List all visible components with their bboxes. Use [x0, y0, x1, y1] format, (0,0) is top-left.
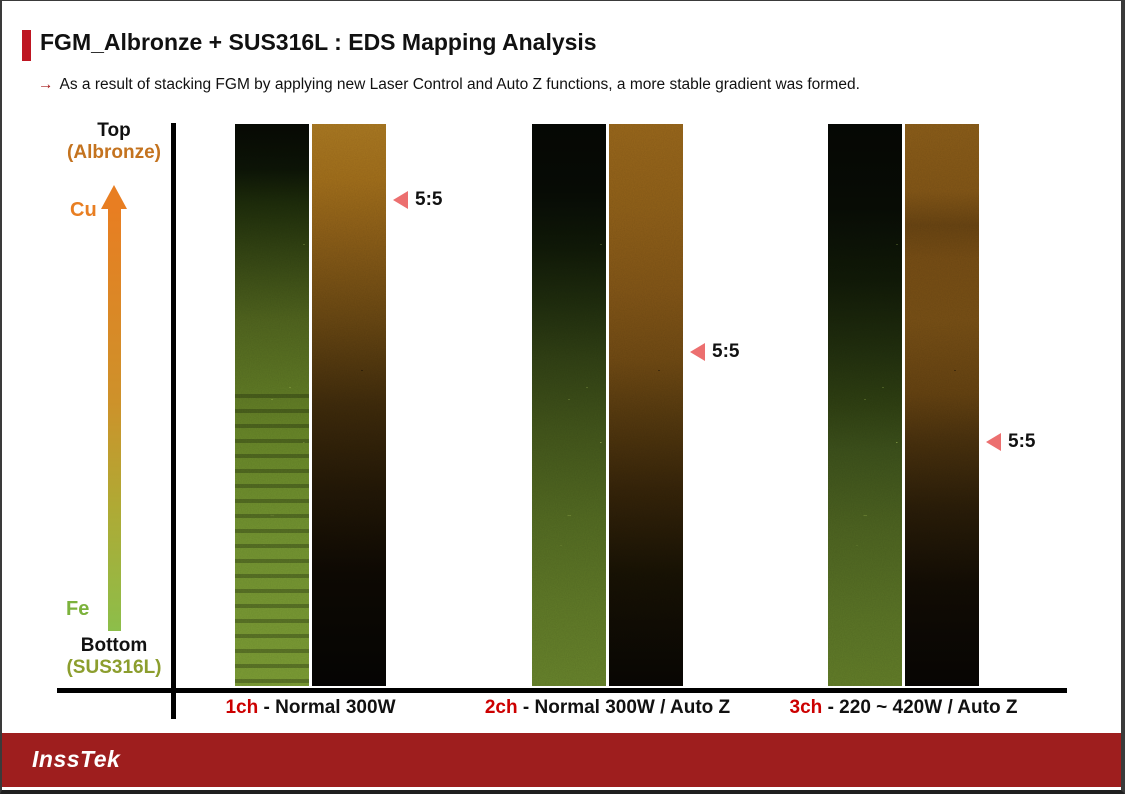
title-accent-bar: [22, 30, 31, 61]
cu-element-label: Cu: [70, 199, 97, 221]
caption-channel: 3ch: [789, 697, 823, 718]
subtitle: → As a result of stacking FGM by applying…: [38, 76, 860, 94]
ratio-marker-2ch: 5:5: [690, 341, 739, 363]
eds-map-fe-3ch: [828, 124, 902, 686]
caption-text: - Normal 300W: [263, 697, 396, 718]
fe-element-label: Fe: [66, 598, 90, 620]
caption-text: - Normal 300W / Auto Z: [522, 697, 731, 718]
axis-bottom-labels: Bottom (SUS316L): [35, 635, 193, 679]
panel-2ch: 5:5 2ch - Normal 300W / Auto Z: [485, 124, 739, 718]
insstek-logo: InssTek: [32, 746, 121, 772]
gradient-arrow-shaft: [108, 208, 121, 631]
page-title: FGM_Albronze + SUS316L : EDS Mapping Ana…: [40, 29, 597, 55]
eds-map-cu-3ch: [905, 124, 979, 686]
caption-text: - 220 ~ 420W / Auto Z: [827, 697, 1018, 718]
eds-map-fe-2ch: [532, 124, 606, 686]
panel-1ch: 5:5 1ch - Normal 300W: [225, 124, 442, 718]
gradient-arrow-head-icon: [101, 185, 127, 209]
axis-top-labels: Top (Albronze): [35, 120, 193, 164]
eds-map-cu-1ch: [312, 124, 386, 686]
marker-triangle-icon: [986, 433, 1001, 451]
marker-label: 5:5: [415, 189, 443, 210]
caption-3ch: 3ch - 220 ~ 420W / Auto Z: [790, 697, 1018, 719]
horizontal-baseline: [57, 688, 1067, 693]
axis-top-label: Top: [97, 120, 131, 141]
marker-label: 5:5: [712, 341, 740, 362]
ratio-marker-3ch: 5:5: [986, 431, 1035, 453]
marker-label: 5:5: [1008, 431, 1036, 452]
ratio-marker-1ch: 5:5: [393, 189, 442, 211]
caption-2ch: 2ch - Normal 300W / Auto Z: [485, 697, 730, 719]
marker-triangle-icon: [393, 191, 408, 209]
eds-map-fe-1ch: [235, 124, 309, 686]
caption-channel: 2ch: [484, 697, 518, 718]
panel-3ch: 5:5 3ch - 220 ~ 420W / Auto Z: [790, 124, 1035, 718]
vertical-axis-line: [171, 123, 176, 719]
axis-bottom-material: (SUS316L): [66, 657, 162, 678]
axis-bottom-label: Bottom: [80, 635, 148, 656]
subtitle-text: As a result of stacking FGM by applying …: [59, 76, 860, 93]
eds-map-cu-2ch: [609, 124, 683, 686]
footer-bar: [2, 733, 1121, 787]
caption-1ch: 1ch - Normal 300W: [225, 697, 395, 719]
caption-channel: 1ch: [225, 697, 259, 718]
marker-triangle-icon: [690, 343, 705, 361]
arrow-bullet-icon: →: [38, 76, 54, 93]
axis-top-material: (Albronze): [67, 142, 161, 163]
